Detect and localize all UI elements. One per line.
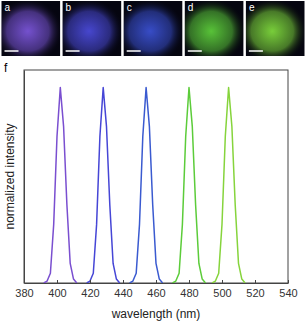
- y-axis-line: [24, 71, 25, 284]
- x-tick-label: 400: [48, 287, 66, 299]
- lines: [44, 88, 245, 283]
- image-signal: [185, 1, 244, 56]
- x-tick: 440: [114, 280, 132, 299]
- x-axis: 380 400 420 440 460 480 500 520 540: [15, 280, 297, 299]
- x-axis-title: wavelength (nm): [111, 307, 201, 321]
- y-axis: [24, 71, 25, 284]
- x-tick-label: 460: [147, 287, 165, 299]
- image-background: [63, 1, 122, 56]
- plot-frame: [24, 70, 288, 283]
- image-panel: a: [2, 1, 61, 56]
- x-tick-label: 380: [15, 287, 33, 299]
- image-signal: [124, 1, 183, 56]
- panel-label: d: [188, 2, 194, 13]
- x-tick-label: 520: [246, 287, 264, 299]
- x-tick: 420: [81, 280, 99, 299]
- image-panel: c: [124, 1, 183, 56]
- image-panel: b: [63, 1, 122, 56]
- image-panel: e: [246, 1, 305, 56]
- x-tick-mark: [189, 280, 190, 283]
- spectrum-line: [44, 88, 77, 283]
- x-tick-mark: [57, 280, 58, 283]
- scale-bar: [5, 50, 19, 52]
- image-background: [124, 1, 183, 56]
- x-tick-mark: [123, 280, 124, 283]
- spectrum-line: [212, 88, 245, 283]
- image-background: [246, 1, 305, 56]
- spectrum-line: [173, 88, 206, 283]
- x-tick: 500: [213, 280, 231, 299]
- image-panel: d: [185, 1, 244, 56]
- image-background: [2, 1, 61, 56]
- x-tick-label: 440: [114, 287, 132, 299]
- x-tick-mark: [222, 280, 223, 283]
- image-signal: [246, 1, 305, 56]
- x-tick-mark: [90, 280, 91, 283]
- scale-bar: [249, 50, 263, 52]
- x-tick-label: 420: [81, 287, 99, 299]
- x-tick: 400: [48, 280, 66, 299]
- x-tick-mark: [156, 280, 157, 283]
- figure: a b c d e f 380 400 420 440 460 480 500 520 540 wavelen…: [0, 0, 307, 329]
- y-axis-title: normalized intensity: [3, 123, 17, 229]
- panel-label: c: [127, 2, 132, 13]
- x-axis-line: [25, 283, 289, 284]
- spectrum-line: [130, 88, 163, 283]
- image-background: [185, 1, 244, 56]
- x-tick: 520: [246, 280, 264, 299]
- scale-bar: [127, 50, 141, 52]
- x-tick-mark: [255, 280, 256, 283]
- panel-label: a: [5, 2, 11, 13]
- panel-label: f: [4, 61, 8, 75]
- image-signal: [2, 1, 61, 56]
- panel-label: b: [66, 2, 72, 13]
- x-tick-label: 480: [180, 287, 198, 299]
- x-tick-label: 500: [213, 287, 231, 299]
- x-tick: 460: [147, 280, 165, 299]
- panel-label: e: [249, 2, 255, 13]
- x-tick: 540: [279, 280, 297, 299]
- scale-bar: [66, 50, 80, 52]
- x-tick-mark: [288, 280, 289, 283]
- x-tick: 480: [180, 280, 198, 299]
- spectrum-line: [87, 88, 120, 283]
- scale-bar: [188, 50, 202, 52]
- image-signal: [63, 1, 122, 56]
- x-tick-label: 540: [279, 287, 297, 299]
